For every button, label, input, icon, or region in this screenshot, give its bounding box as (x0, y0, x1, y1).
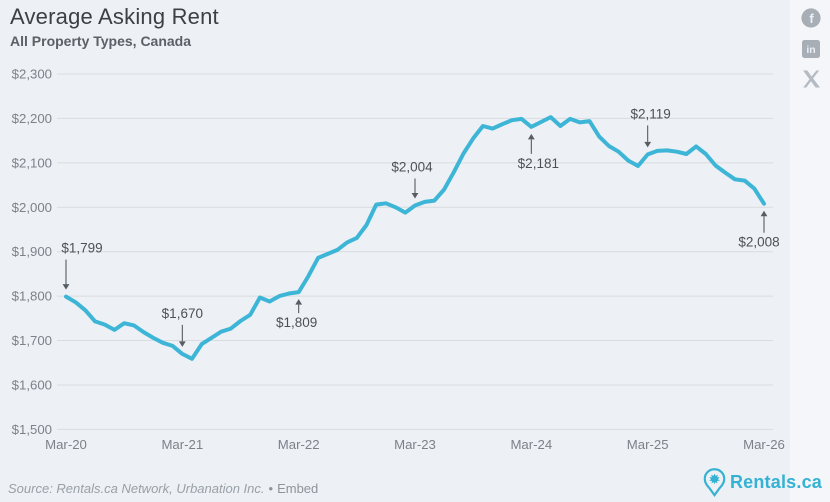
right-panel-strip (790, 0, 830, 502)
x-axis-label: Mar-25 (627, 437, 669, 452)
source-footer: Source: Rentals.ca Network, Urbanation I… (8, 481, 318, 496)
rentals-logo[interactable]: Rentals.ca (703, 468, 822, 497)
maple-pin-icon (703, 468, 726, 497)
y-axis-label: $2,100 (12, 155, 52, 170)
annotation-label: $1,799 (61, 241, 102, 256)
y-axis-label: $1,700 (12, 333, 52, 348)
y-axis-label: $1,900 (12, 244, 52, 259)
y-axis-label: $2,000 (12, 200, 52, 215)
share-buttons: f in (801, 8, 821, 88)
annotation-arrowhead (62, 284, 70, 290)
source-text: Source: Rentals.ca Network, Urbanation I… (8, 481, 265, 496)
footer-separator: • (268, 481, 274, 496)
annotation-label: $2,119 (631, 106, 671, 121)
annotation-label: $2,004 (391, 159, 433, 174)
x-axis-label: Mar-20 (45, 437, 87, 452)
page-title: Average Asking Rent (10, 4, 219, 29)
logo-text: Rentals.ca (729, 472, 822, 492)
y-axis-label: $1,600 (12, 377, 52, 392)
x-axis-label: Mar-26 (743, 437, 785, 452)
x-share-button[interactable] (802, 70, 821, 88)
embed-link[interactable]: Embed (277, 481, 319, 496)
annotation-arrowhead (760, 210, 768, 217)
annotation-arrowhead (178, 341, 186, 347)
annotation-label: $1,809 (276, 315, 317, 330)
facebook-icon: f (801, 8, 821, 28)
linkedin-glyph: in (806, 44, 815, 56)
facebook-share-button[interactable]: f (801, 8, 821, 28)
annotation-label: $2,181 (518, 156, 559, 171)
y-axis-label: $1,500 (12, 422, 52, 437)
linkedin-icon: in (802, 40, 820, 58)
annotation-label: $1,670 (162, 306, 203, 321)
annotation-label: $2,008 (738, 235, 779, 250)
linkedin-share-button[interactable]: in (802, 40, 820, 58)
y-axis-label: $2,300 (12, 67, 52, 82)
annotation-arrowhead (411, 192, 419, 199)
facebook-glyph: f (809, 11, 814, 26)
x-icon (802, 70, 820, 88)
y-axis-label: $2,200 (12, 111, 52, 126)
x-axis-label: Mar-21 (161, 437, 203, 452)
annotation-arrowhead (644, 141, 652, 148)
y-axis-label: $1,800 (12, 289, 52, 304)
x-axis-label: Mar-23 (394, 437, 436, 452)
annotation-arrowhead (295, 299, 303, 305)
annotation-arrowhead (527, 133, 535, 140)
x-axis-label: Mar-24 (510, 437, 552, 452)
page-subtitle: All Property Types, Canada (10, 33, 192, 49)
x-axis-label: Mar-22 (278, 437, 320, 452)
chart-header: Average Asking Rent All Property Types, … (10, 4, 219, 49)
rent-line-series (64, 115, 766, 361)
